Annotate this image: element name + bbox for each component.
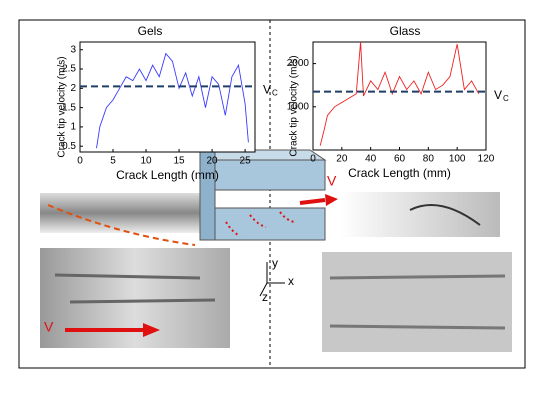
axis-letter: y: [272, 256, 278, 270]
axes-icon: [259, 262, 285, 297]
x-axis-label: Crack Length (mm): [116, 168, 219, 182]
x-tick-label: 5: [110, 156, 116, 167]
gel-top-image: [40, 248, 230, 348]
plot-area: [79, 41, 256, 153]
y-tick-label: 2.5: [62, 64, 76, 75]
x-tick-label: 60: [394, 154, 406, 165]
crack-front: [47, 204, 196, 246]
chart-title: Gels: [138, 24, 163, 38]
x-tick-label: 10: [140, 156, 152, 167]
threshold-label: V: [494, 88, 502, 102]
axis-letter: x: [288, 274, 294, 288]
x-tick-label: 120: [478, 154, 495, 165]
x-tick-label: 25: [240, 156, 252, 167]
x-tick-label: 20: [207, 156, 219, 167]
v-label: V: [44, 319, 54, 335]
threshold-label-sub: C: [503, 94, 509, 103]
x-tick-label: 20: [336, 154, 348, 165]
y-tick-label: 1: [70, 122, 76, 133]
x-tick-label: 0: [77, 156, 83, 167]
x-tick-label: 15: [173, 156, 185, 167]
chart-title: Glass: [390, 24, 421, 38]
data-line: [319, 41, 480, 146]
threshold-label: V: [263, 83, 271, 97]
v-label: V: [327, 173, 337, 189]
y-tick-label: 1.5: [62, 102, 76, 113]
arrow: [299, 198, 326, 205]
arrow: [143, 323, 160, 337]
y-tick-label: 2: [70, 83, 76, 94]
glass-traces: [329, 274, 506, 330]
x-tick-label: 40: [365, 154, 377, 165]
y-axis-label: Crack tip velocity (m/s): [289, 55, 300, 156]
data-line: [96, 52, 249, 149]
block: [214, 159, 326, 191]
crack-traces: [54, 273, 216, 304]
gel-side-image: [40, 193, 200, 233]
y-tick-label: 2000: [287, 58, 310, 69]
y-tick-label: 0.5: [62, 141, 76, 152]
arrow: [325, 194, 338, 206]
glass-crack: [409, 204, 481, 226]
plot-area: [312, 41, 487, 151]
x-tick-label: 0: [310, 154, 316, 165]
block: [214, 207, 326, 241]
glass-side-image: [340, 192, 500, 237]
x-tick-label: 80: [423, 154, 435, 165]
axis-letter: z: [262, 290, 268, 304]
x-axis-label: Crack Length (mm): [348, 166, 451, 180]
y-axis-label: Crack tip velocity (m/s): [57, 56, 68, 157]
threshold-label-sub: C: [272, 88, 278, 97]
y-tick-label: 1000: [287, 101, 310, 112]
glass-top-image: [322, 252, 512, 352]
frame: [18, 19, 526, 369]
y-tick-label: 3: [70, 44, 76, 55]
crack-dots: [225, 211, 295, 237]
x-tick-label: 100: [449, 154, 466, 165]
